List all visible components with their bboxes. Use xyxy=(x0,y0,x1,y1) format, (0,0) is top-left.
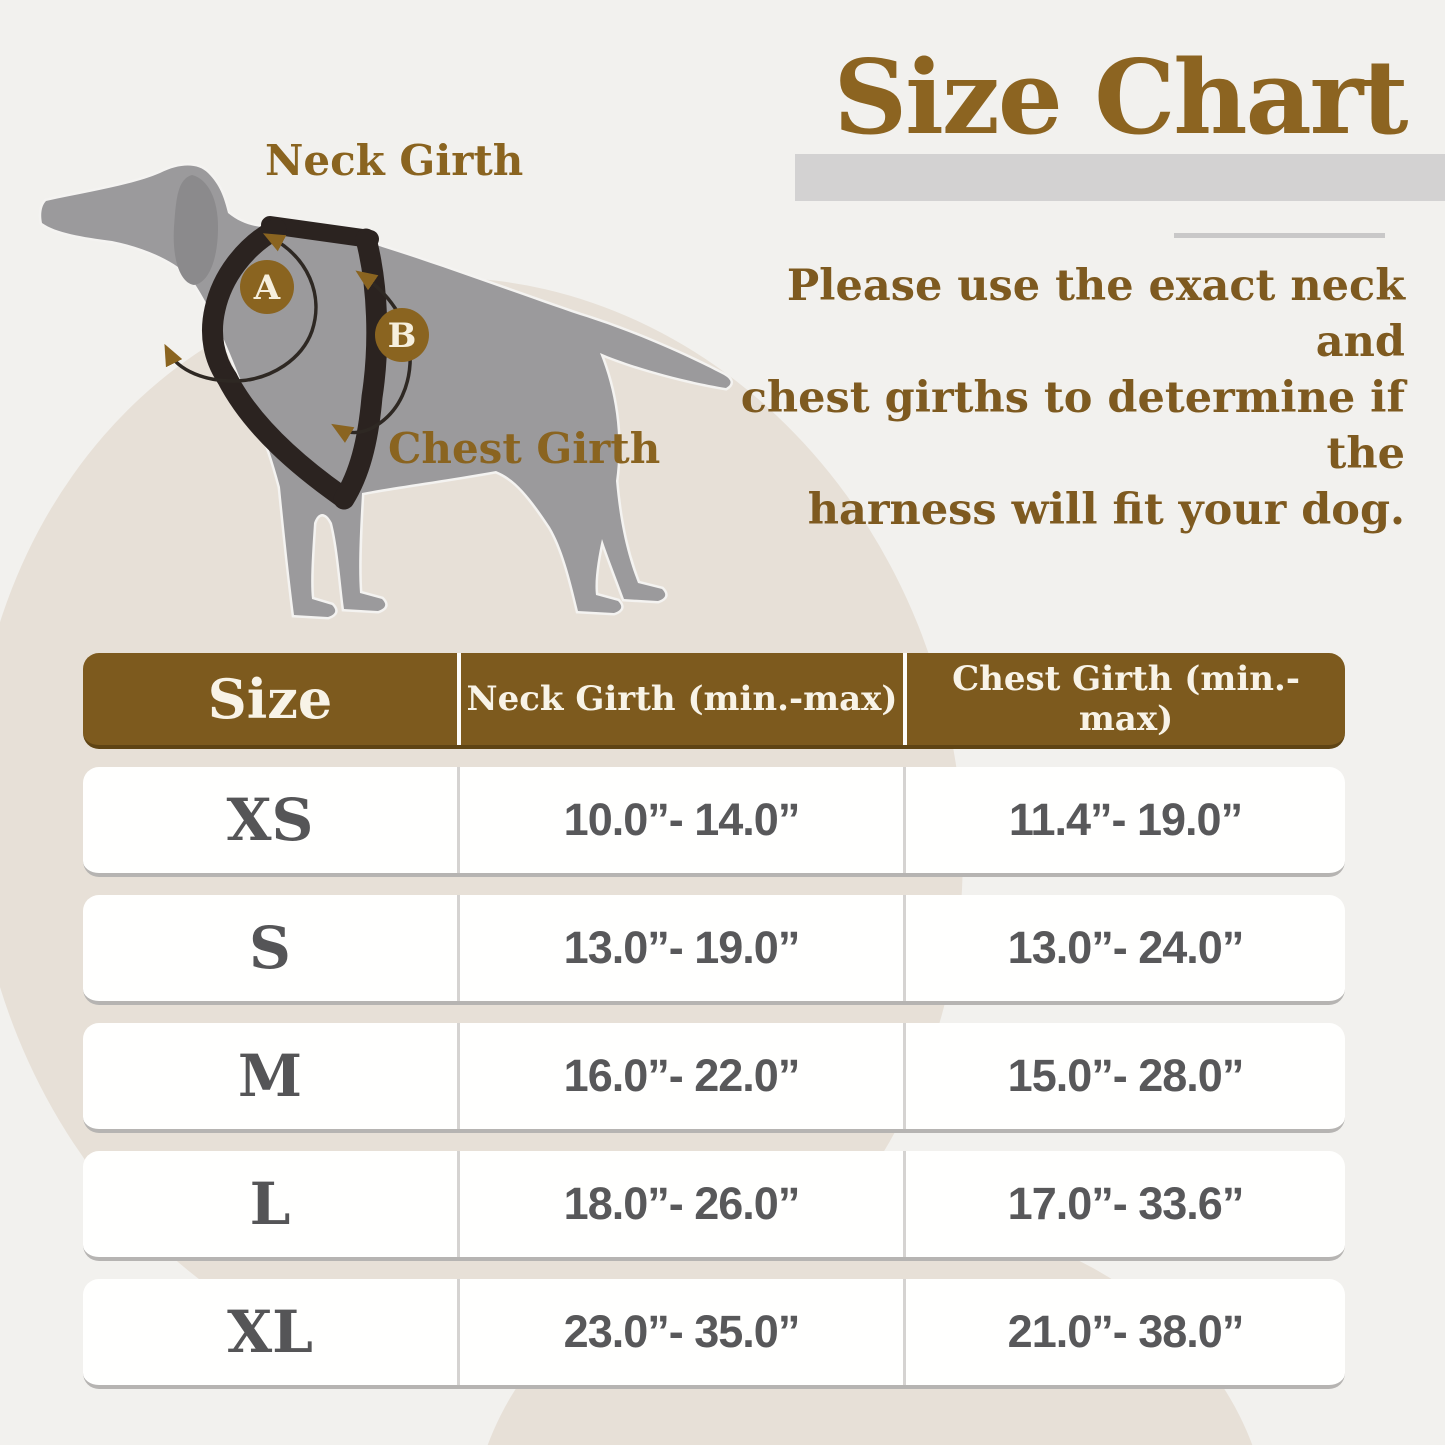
size-value: L xyxy=(249,1170,291,1238)
neck-girth-value: 16.0”- 22.0” xyxy=(457,1023,903,1129)
measure-arrows xyxy=(164,233,412,443)
intro-text: Please use the exact neck and chest girt… xyxy=(725,258,1405,538)
intro-line-2: chest girths to determine if the xyxy=(740,373,1405,479)
neck-girth-value: 10.0”- 14.0” xyxy=(457,767,903,873)
table-header-row: Size Neck Girth (min.-max) Chest Girth (… xyxy=(83,653,1345,749)
table-row: XL 23.0”- 35.0” 21.0”- 38.0” xyxy=(83,1279,1345,1389)
marker-a-badge: A xyxy=(240,260,294,314)
intro-line-1: Please use the exact neck and xyxy=(786,261,1405,367)
size-value: S xyxy=(249,914,291,982)
marker-a-letter: A xyxy=(253,268,281,308)
neck-girth-value: 23.0”- 35.0” xyxy=(457,1279,903,1385)
neck-girth-value: 13.0”- 19.0” xyxy=(457,895,903,1001)
marker-b-letter: B xyxy=(388,316,417,356)
table-row: M 16.0”- 22.0” 15.0”- 28.0” xyxy=(83,1023,1345,1133)
neck-girth-label: Neck Girth xyxy=(265,136,524,185)
background-blob-corner xyxy=(0,1390,360,1445)
table-row: S 13.0”- 19.0” 13.0”- 24.0” xyxy=(83,895,1345,1005)
size-value: XL xyxy=(227,1298,313,1366)
header-neck-girth: Neck Girth (min.-max) xyxy=(457,653,903,745)
header-chest-girth: Chest Girth (min.-max) xyxy=(903,653,1345,745)
size-value: M xyxy=(237,1042,303,1110)
dog-silhouette xyxy=(38,163,733,620)
size-value: XS xyxy=(226,786,314,854)
title-underline xyxy=(1174,233,1385,238)
chest-girth-value: 17.0”- 33.6” xyxy=(903,1151,1345,1257)
page-title: Size Chart xyxy=(833,38,1408,158)
chest-girth-value: 15.0”- 28.0” xyxy=(903,1023,1345,1129)
neck-girth-value: 18.0”- 26.0” xyxy=(457,1151,903,1257)
table-row: L 18.0”- 26.0” 17.0”- 33.6” xyxy=(83,1151,1345,1261)
intro-line-3: harness will fit your dog. xyxy=(807,485,1405,535)
size-table: Size Neck Girth (min.-max) Chest Girth (… xyxy=(83,653,1345,1389)
table-row: XS 10.0”- 14.0” 11.4”- 19.0” xyxy=(83,767,1345,877)
chest-girth-value: 21.0”- 38.0” xyxy=(903,1279,1345,1385)
chest-girth-value: 11.4”- 19.0” xyxy=(903,767,1345,873)
header-size: Size xyxy=(207,667,333,731)
chest-girth-value: 13.0”- 24.0” xyxy=(903,895,1345,1001)
chest-girth-label: Chest Girth xyxy=(388,424,661,473)
dog-harness-diagram: A B xyxy=(38,163,733,620)
marker-b-badge: B xyxy=(375,308,429,362)
title-accent-bar xyxy=(795,154,1445,201)
